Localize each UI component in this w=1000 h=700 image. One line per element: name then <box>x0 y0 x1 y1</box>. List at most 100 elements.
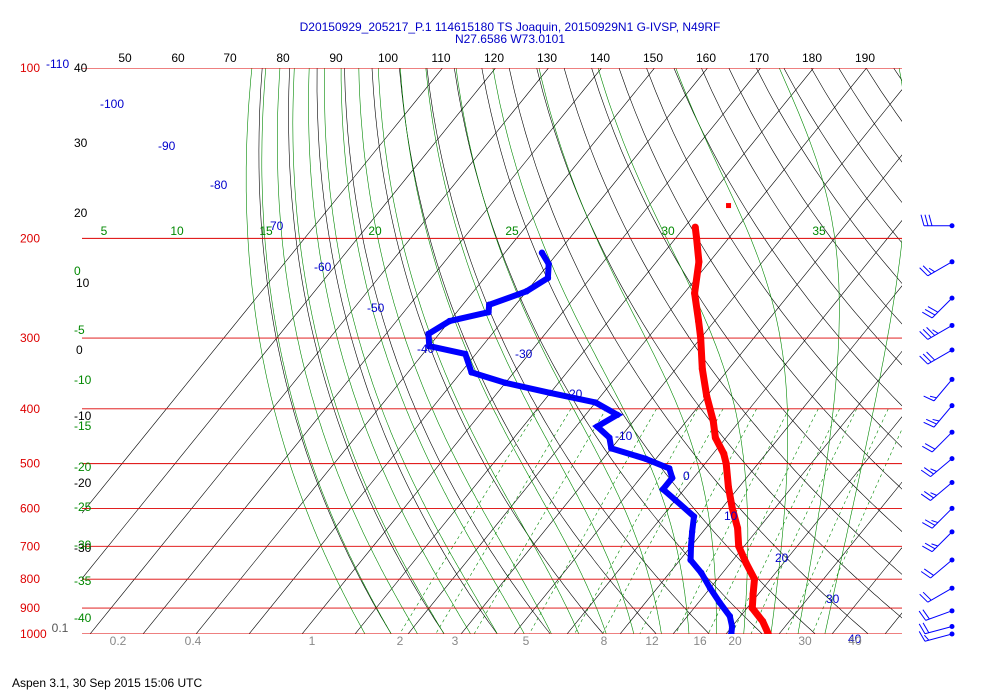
isotherm-label: -110 <box>46 57 69 71</box>
isotherm-label: -70 <box>266 219 284 233</box>
dry-adiabat-line <box>618 68 902 490</box>
isotherm-line <box>513 154 902 634</box>
dry-adiabat-line <box>893 68 902 81</box>
temperature-point <box>749 590 757 598</box>
wind-barb-feather <box>923 467 934 475</box>
mixing-ratio-label: 0.1 <box>52 621 69 635</box>
wind-barb-staff <box>930 458 953 478</box>
wind-barb-feather <box>923 421 935 428</box>
pressure-tick-label: 700 <box>20 539 40 553</box>
isotherm-line <box>354 68 814 634</box>
left-temp-label: -20 <box>74 476 92 490</box>
moist-adiabat-line <box>675 68 788 634</box>
left-temp-label: 40 <box>74 61 88 75</box>
mixing-ratio-line <box>528 408 657 634</box>
wind-barb <box>919 585 955 603</box>
moist-adiabat-line <box>400 68 607 634</box>
dewpoint-point <box>690 513 698 520</box>
wind-barb-dot <box>949 259 955 265</box>
mixing-ratio-line <box>731 408 840 634</box>
wind-barb-feather <box>919 267 929 277</box>
wind-barb-dot <box>949 295 955 301</box>
wind-barb-feather <box>923 395 935 402</box>
wind-barb-staff <box>933 379 953 402</box>
mixing-ratio-label: 3 <box>452 634 459 648</box>
dewpoint-point <box>606 434 613 441</box>
mixing-ratio-line <box>675 408 790 634</box>
dry-adiabat-line <box>399 68 657 634</box>
left-temp-label: 10 <box>76 276 90 290</box>
left-moist-label: -15 <box>74 419 92 433</box>
dry-adiabat-line <box>258 68 392 634</box>
wind-barb-dot <box>949 585 955 591</box>
wind-barb-feather <box>923 491 934 499</box>
wind-barb-feather <box>932 418 940 422</box>
isotherm-label: 20 <box>775 551 789 565</box>
moist-adiabat-label: 15 <box>259 224 273 238</box>
wind-barb <box>918 631 955 642</box>
left-moist-label: -30 <box>74 538 92 552</box>
temperature-point <box>703 392 711 400</box>
temperature-point <box>748 604 756 612</box>
isotherm-line <box>566 219 902 634</box>
dry-adiabat-line <box>756 68 902 284</box>
dewpoint-point <box>485 308 492 316</box>
dry-adiabat-line <box>344 68 551 634</box>
wind-barb-feather <box>920 571 931 579</box>
left-moist-label: -20 <box>74 460 92 474</box>
temperature-point <box>695 317 703 325</box>
moist-adiabat-line <box>425 68 635 634</box>
wind-barb-staff <box>933 405 953 428</box>
wind-barb-dot <box>949 624 955 630</box>
chart-title-line2: N27.6586 W73.0101 <box>454 32 566 46</box>
wind-barb-feather <box>919 355 929 365</box>
dewpoint-point <box>706 584 714 592</box>
dry-adiabat-line <box>426 68 710 634</box>
moist-adiabat-line <box>324 68 498 634</box>
wind-barb-staff <box>931 431 953 453</box>
dewpoint-point <box>547 389 554 397</box>
moist-adiabat-label: 30 <box>661 224 675 238</box>
mixing-ratio-label: 40 <box>848 634 862 648</box>
temperature-point <box>691 289 699 297</box>
moist-adiabat-line <box>245 68 366 634</box>
pressure-tick-label: 500 <box>20 457 40 471</box>
wind-barb-feather <box>928 214 933 226</box>
temperature-point <box>697 334 705 342</box>
wind-barb-feather <box>923 568 934 576</box>
moist-adiabat-line <box>358 68 552 634</box>
wind-barb-feather <box>922 445 933 453</box>
mixing-ratio-label: 8 <box>601 634 608 648</box>
left-moist-label: -35 <box>74 574 92 588</box>
dewpoint-point <box>672 496 679 504</box>
theta-axis-label: 60 <box>171 51 185 65</box>
temperature-point <box>691 223 699 231</box>
mixing-ratio-line <box>750 408 857 634</box>
dewpoint-point <box>669 474 676 482</box>
theta-axis-label: 130 <box>537 51 557 65</box>
temperature-point <box>709 417 717 425</box>
wind-barb-staff <box>927 349 953 365</box>
theta-axis-label: 110 <box>431 51 450 65</box>
moist-adiabat-line <box>308 68 472 634</box>
theta-axis-label: 170 <box>749 51 769 65</box>
dewpoint-point <box>608 445 615 452</box>
wind-barb-feather <box>922 311 933 319</box>
wind-barb <box>920 557 955 579</box>
temperature-point <box>742 559 750 567</box>
wind-barb-feather <box>919 331 929 340</box>
label-layer: 1002003004005006007008009001000-110-100-… <box>20 51 875 648</box>
isotherm-label: 40 <box>848 632 862 646</box>
mixing-ratio-label: 0.2 <box>110 634 127 648</box>
isotherm-line <box>82 68 496 579</box>
wind-barb-dot <box>949 223 955 229</box>
pressure-tick-label: 300 <box>20 331 40 345</box>
moist-adiabat-label: 25 <box>505 224 519 238</box>
isotherm-label: -50 <box>367 301 385 315</box>
isotherm-line <box>884 612 902 634</box>
theta-axis-label: 160 <box>696 51 716 65</box>
moist-adiabat-label: 20 <box>368 224 382 238</box>
wind-barb-feather <box>928 267 935 273</box>
wind-barb-feather <box>930 468 937 472</box>
